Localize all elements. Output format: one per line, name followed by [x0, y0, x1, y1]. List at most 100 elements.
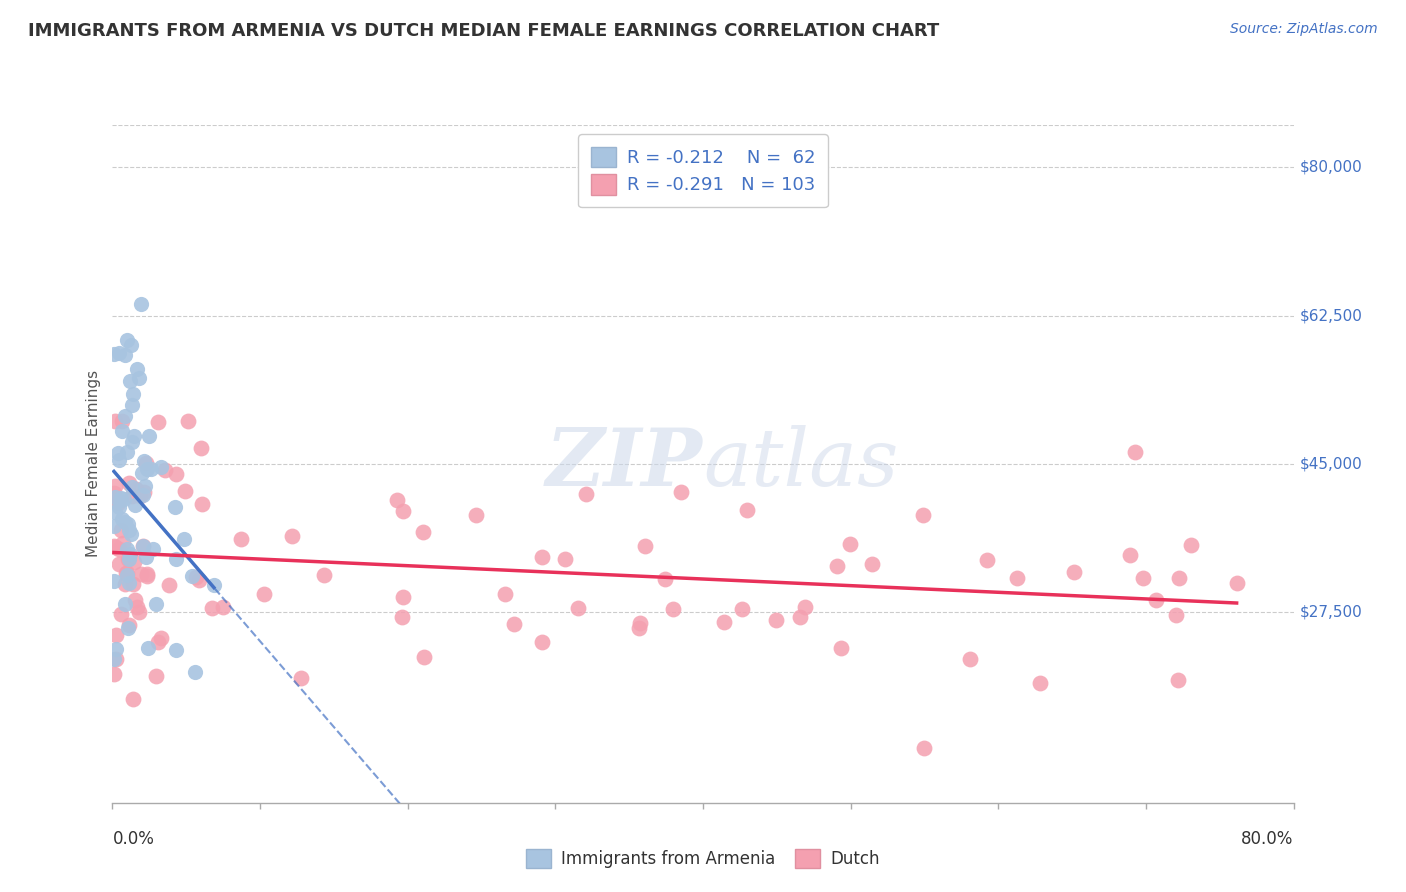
Point [793, 600, 815, 615]
Point [117, 621, 139, 635]
Point [135, 550, 157, 565]
Point [765, 613, 787, 627]
Point [117, 516, 139, 531]
Point [122, 429, 145, 443]
Point [135, 569, 157, 583]
Point [124, 498, 146, 512]
Point [118, 575, 141, 590]
Point [125, 361, 148, 376]
Point [110, 493, 132, 508]
Point [412, 525, 434, 540]
Point [132, 539, 155, 553]
Point [117, 552, 139, 566]
Point [117, 551, 139, 566]
Point [104, 491, 127, 505]
Point [188, 573, 211, 587]
Point [125, 600, 148, 615]
Point [662, 602, 685, 616]
Point [120, 338, 142, 352]
Point [391, 610, 413, 624]
Point [1180, 538, 1202, 552]
Text: $80,000: $80,000 [1299, 160, 1362, 175]
Point [838, 537, 860, 551]
Point [124, 555, 146, 569]
Point [860, 558, 883, 572]
Point [654, 572, 676, 586]
Point [912, 508, 935, 522]
Point [412, 649, 434, 664]
Point [115, 333, 138, 347]
Point [103, 539, 125, 553]
Point [153, 463, 176, 477]
Point [128, 371, 150, 385]
Point [157, 578, 180, 592]
Point [121, 434, 143, 449]
Point [731, 602, 754, 616]
Point [494, 587, 516, 601]
Point [112, 492, 135, 507]
Point [1226, 576, 1249, 591]
Point [135, 456, 157, 470]
Text: $45,000: $45,000 [1299, 457, 1362, 471]
Point [104, 541, 127, 555]
Point [134, 479, 156, 493]
Point [181, 569, 204, 583]
Point [120, 527, 142, 541]
Point [115, 566, 138, 581]
Point [138, 429, 160, 443]
Point [124, 592, 146, 607]
Point [104, 479, 127, 493]
Point [104, 414, 127, 428]
Point [186, 569, 208, 583]
Point [713, 615, 735, 630]
Point [114, 515, 136, 529]
Point [165, 500, 187, 514]
Point [150, 631, 173, 645]
Point [115, 566, 138, 580]
Point [132, 488, 155, 502]
Point [392, 503, 415, 517]
Point [108, 346, 131, 360]
Point [114, 576, 136, 591]
Point [912, 741, 935, 756]
Point [184, 665, 207, 679]
Point [122, 691, 145, 706]
Point [117, 541, 139, 556]
Text: 80.0%: 80.0% [1241, 830, 1294, 848]
Point [131, 466, 153, 480]
Point [103, 347, 125, 361]
Point [107, 557, 129, 571]
Text: IMMIGRANTS FROM ARMENIA VS DUTCH MEDIAN FEMALE EARNINGS CORRELATION CHART: IMMIGRANTS FROM ARMENIA VS DUTCH MEDIAN … [28, 22, 939, 40]
Point [114, 597, 136, 611]
Y-axis label: Median Female Earnings: Median Female Earnings [86, 370, 101, 558]
Point [190, 441, 212, 455]
Point [229, 533, 252, 547]
Point [134, 454, 156, 468]
Point [173, 532, 195, 546]
Point [212, 599, 235, 614]
Point [138, 640, 160, 655]
Text: $27,500: $27,500 [1299, 605, 1362, 620]
Point [121, 489, 143, 503]
Point [465, 508, 488, 522]
Point [115, 445, 138, 459]
Point [146, 635, 169, 649]
Point [105, 628, 128, 642]
Point [530, 635, 553, 649]
Point [122, 386, 145, 401]
Legend: Immigrants from Armenia, Dutch: Immigrants from Armenia, Dutch [519, 842, 887, 875]
Point [146, 416, 169, 430]
Text: 0.0%: 0.0% [112, 830, 155, 848]
Point [165, 642, 187, 657]
Point [117, 618, 139, 632]
Point [201, 601, 224, 615]
Text: $62,500: $62,500 [1299, 308, 1362, 323]
Point [129, 296, 152, 310]
Point [129, 566, 152, 581]
Point [633, 540, 655, 554]
Point [1123, 444, 1146, 458]
Point [120, 547, 142, 561]
Point [575, 486, 598, 500]
Text: Source: ZipAtlas.com: Source: ZipAtlas.com [1230, 22, 1378, 37]
Point [114, 409, 136, 423]
